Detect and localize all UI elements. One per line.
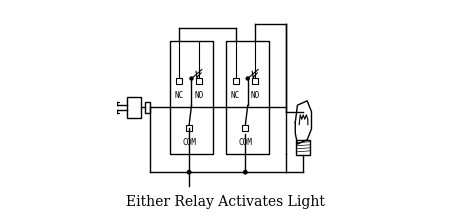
Bar [226, 41, 270, 154]
Bar [186, 125, 192, 131]
Circle shape [187, 170, 191, 174]
Bar [196, 78, 202, 84]
Text: Either Relay Activates Light: Either Relay Activates Light [126, 195, 324, 209]
Bar [126, 97, 141, 118]
Circle shape [243, 170, 247, 174]
Text: NC: NC [175, 91, 184, 100]
Text: NC: NC [231, 91, 240, 100]
Bar [252, 78, 258, 84]
Text: COM: COM [238, 138, 252, 147]
Bar [297, 140, 310, 155]
Bar [233, 78, 238, 84]
Bar [170, 41, 213, 154]
Bar [145, 102, 150, 113]
Text: NO: NO [251, 91, 260, 100]
Circle shape [246, 77, 249, 80]
Bar [176, 78, 182, 84]
Bar [242, 125, 248, 131]
Text: COM: COM [182, 138, 196, 147]
Circle shape [190, 77, 193, 80]
Text: NO: NO [194, 91, 203, 100]
